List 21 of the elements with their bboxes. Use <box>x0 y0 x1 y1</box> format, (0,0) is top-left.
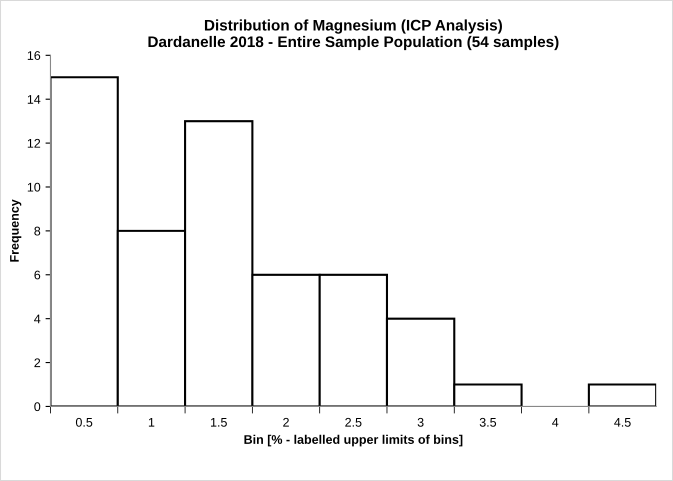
x-tick-label: 0.5 <box>76 418 92 427</box>
y-tick-label: 4 <box>34 314 40 324</box>
x-tick-label: 4 <box>552 418 558 427</box>
chart-title: Distribution of Magnesium (ICP Analysis) Dardanelle 2018 - Entire Sample Population (54 samples) <box>148 19 558 50</box>
x-tick-label: 2 <box>283 418 289 427</box>
x-tick-label: 2.5 <box>345 418 362 427</box>
y-tick-label: 12 <box>28 138 40 148</box>
x-tick-label: 4.5 <box>614 418 631 427</box>
y-tick-label: 8 <box>34 226 40 236</box>
x-tick-label: 1 <box>148 418 154 427</box>
y-tick-label: 10 <box>28 182 40 192</box>
y-tick-label: 16 <box>28 51 40 60</box>
y-tick-label: 6 <box>34 270 40 280</box>
x-tick-label: 1.5 <box>210 418 227 427</box>
x-tick-label: 3.5 <box>480 418 496 427</box>
y-tick-label: 14 <box>28 95 40 104</box>
y-axis-title: Frequency <box>10 199 22 262</box>
y-tick-label: 2 <box>34 358 40 368</box>
x-axis-title: Bin [% - labelled upper limits of bins] <box>244 434 462 446</box>
y-tick-label: 0 <box>34 402 40 412</box>
x-tick-label: 3 <box>418 418 424 427</box>
